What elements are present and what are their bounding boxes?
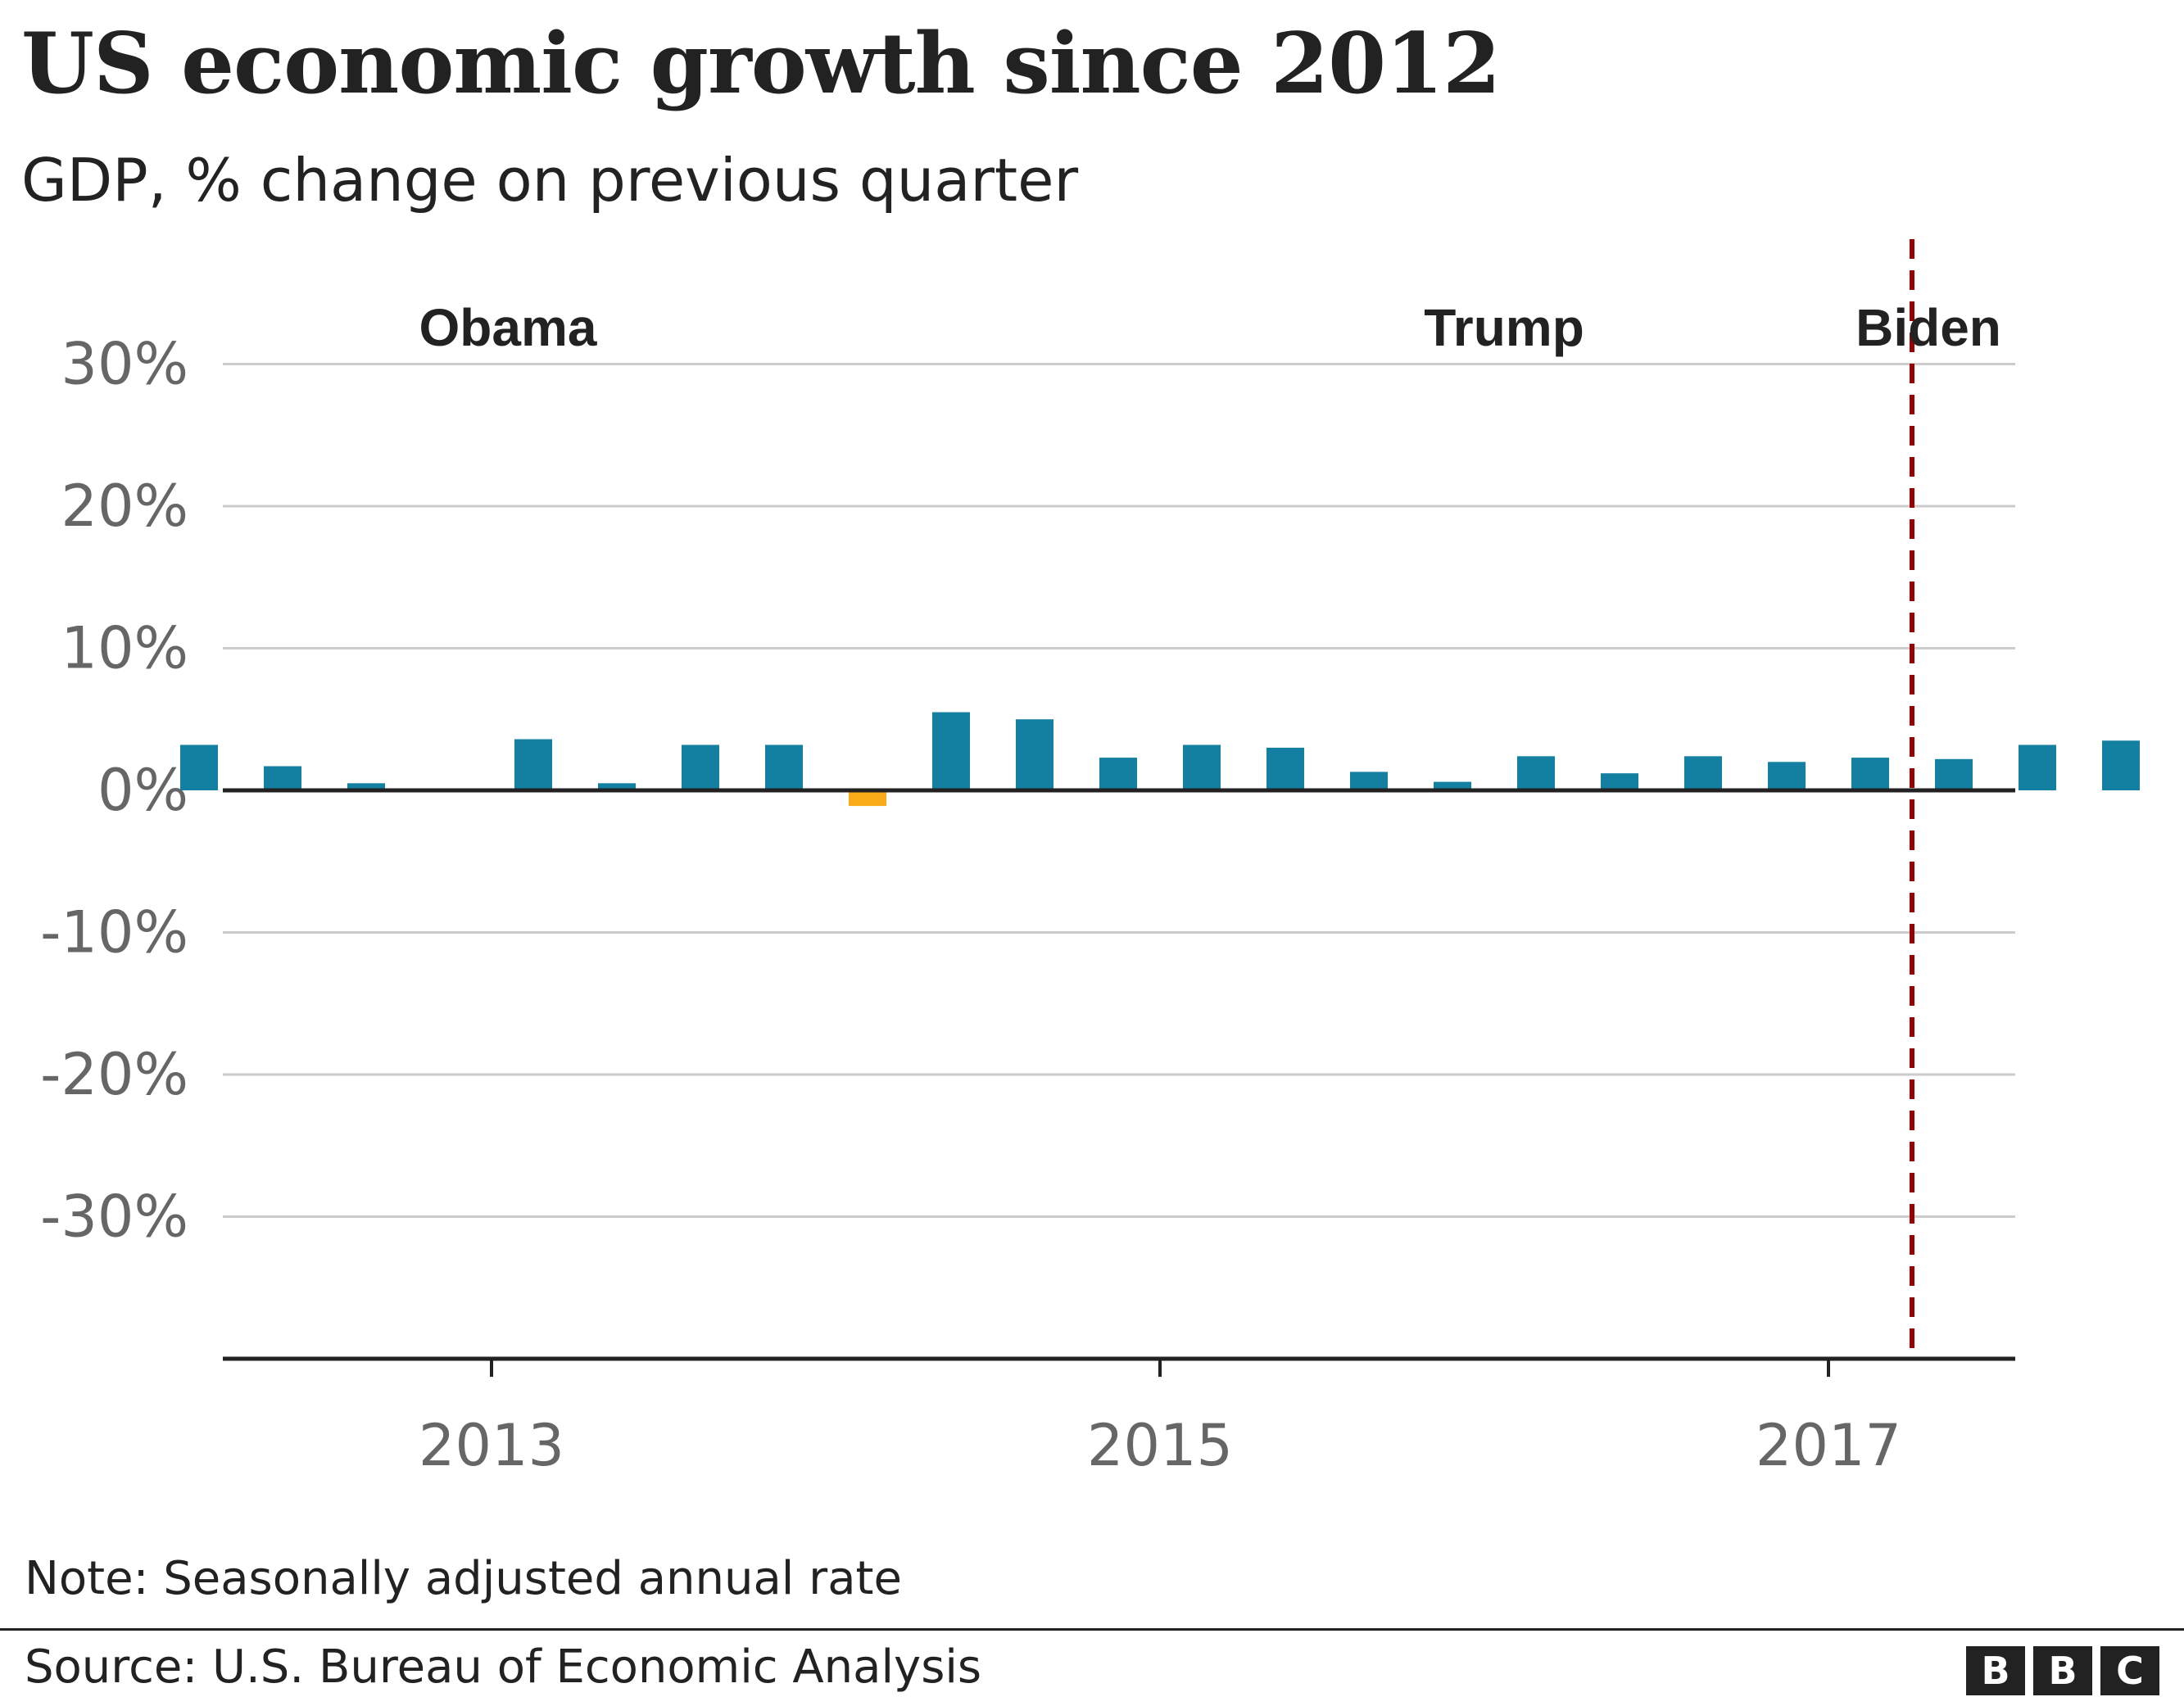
- bar: [264, 766, 301, 790]
- bbc-logo-letter-b1: B: [1966, 1646, 2025, 1695]
- bar: [1851, 758, 1889, 790]
- presidency-label-trump: Trump: [1424, 298, 1584, 357]
- bar: [347, 783, 385, 790]
- chart-title: US economic growth since 2012: [21, 15, 1501, 113]
- bar: [514, 739, 552, 790]
- x-tick-label: 2017: [1756, 1412, 1901, 1479]
- chart-note: Note: Seasonally adjusted annual rate: [25, 1552, 902, 1605]
- bar: [1434, 781, 1471, 790]
- y-tick-label: -10%: [40, 899, 188, 966]
- bar: [2102, 740, 2140, 790]
- y-tick-label: -20%: [40, 1041, 188, 1108]
- bar: [1684, 756, 1722, 790]
- bar: [1266, 747, 1304, 790]
- bar: [1517, 756, 1555, 790]
- y-tick-label: -30%: [40, 1183, 188, 1251]
- y-tick-label: 20%: [61, 473, 188, 540]
- bar: [765, 744, 803, 790]
- x-tick-label: 2013: [419, 1412, 564, 1479]
- bar: [180, 744, 218, 790]
- bar: [1350, 772, 1388, 790]
- chart-source: Source: U.S. Bureau of Economic Analysis: [25, 1640, 982, 1694]
- bbc-logo-letter-b2: B: [2033, 1646, 2092, 1695]
- y-tick-label: 30%: [61, 331, 188, 398]
- x-tick-label: 2015: [1087, 1412, 1233, 1479]
- y-tick-label: 0%: [97, 757, 188, 824]
- y-tick-label: 10%: [61, 615, 188, 682]
- bar: [598, 783, 636, 790]
- chart-subtitle: GDP, % change on previous quarter: [21, 146, 1079, 215]
- bar: [1601, 773, 1638, 790]
- bar: [1099, 758, 1137, 790]
- gdp-bar-chart: 30%20%10%0%-10%-20%-30%20132015201720192…: [40, 239, 2140, 1479]
- bbc-logo: B B C: [1966, 1646, 2159, 1695]
- bar: [2019, 744, 2056, 790]
- bar: [682, 744, 719, 790]
- footer-divider: [0, 1628, 2184, 1631]
- bar: [849, 790, 886, 807]
- presidency-label-biden: Biden: [1855, 298, 2001, 357]
- bar: [1183, 744, 1221, 790]
- bar: [932, 712, 970, 790]
- bbc-logo-letter-c: C: [2100, 1646, 2159, 1695]
- presidency-label-obama: Obama: [419, 298, 597, 357]
- bar: [1016, 719, 1053, 790]
- bar: [1768, 762, 1806, 790]
- bar: [1935, 758, 1973, 790]
